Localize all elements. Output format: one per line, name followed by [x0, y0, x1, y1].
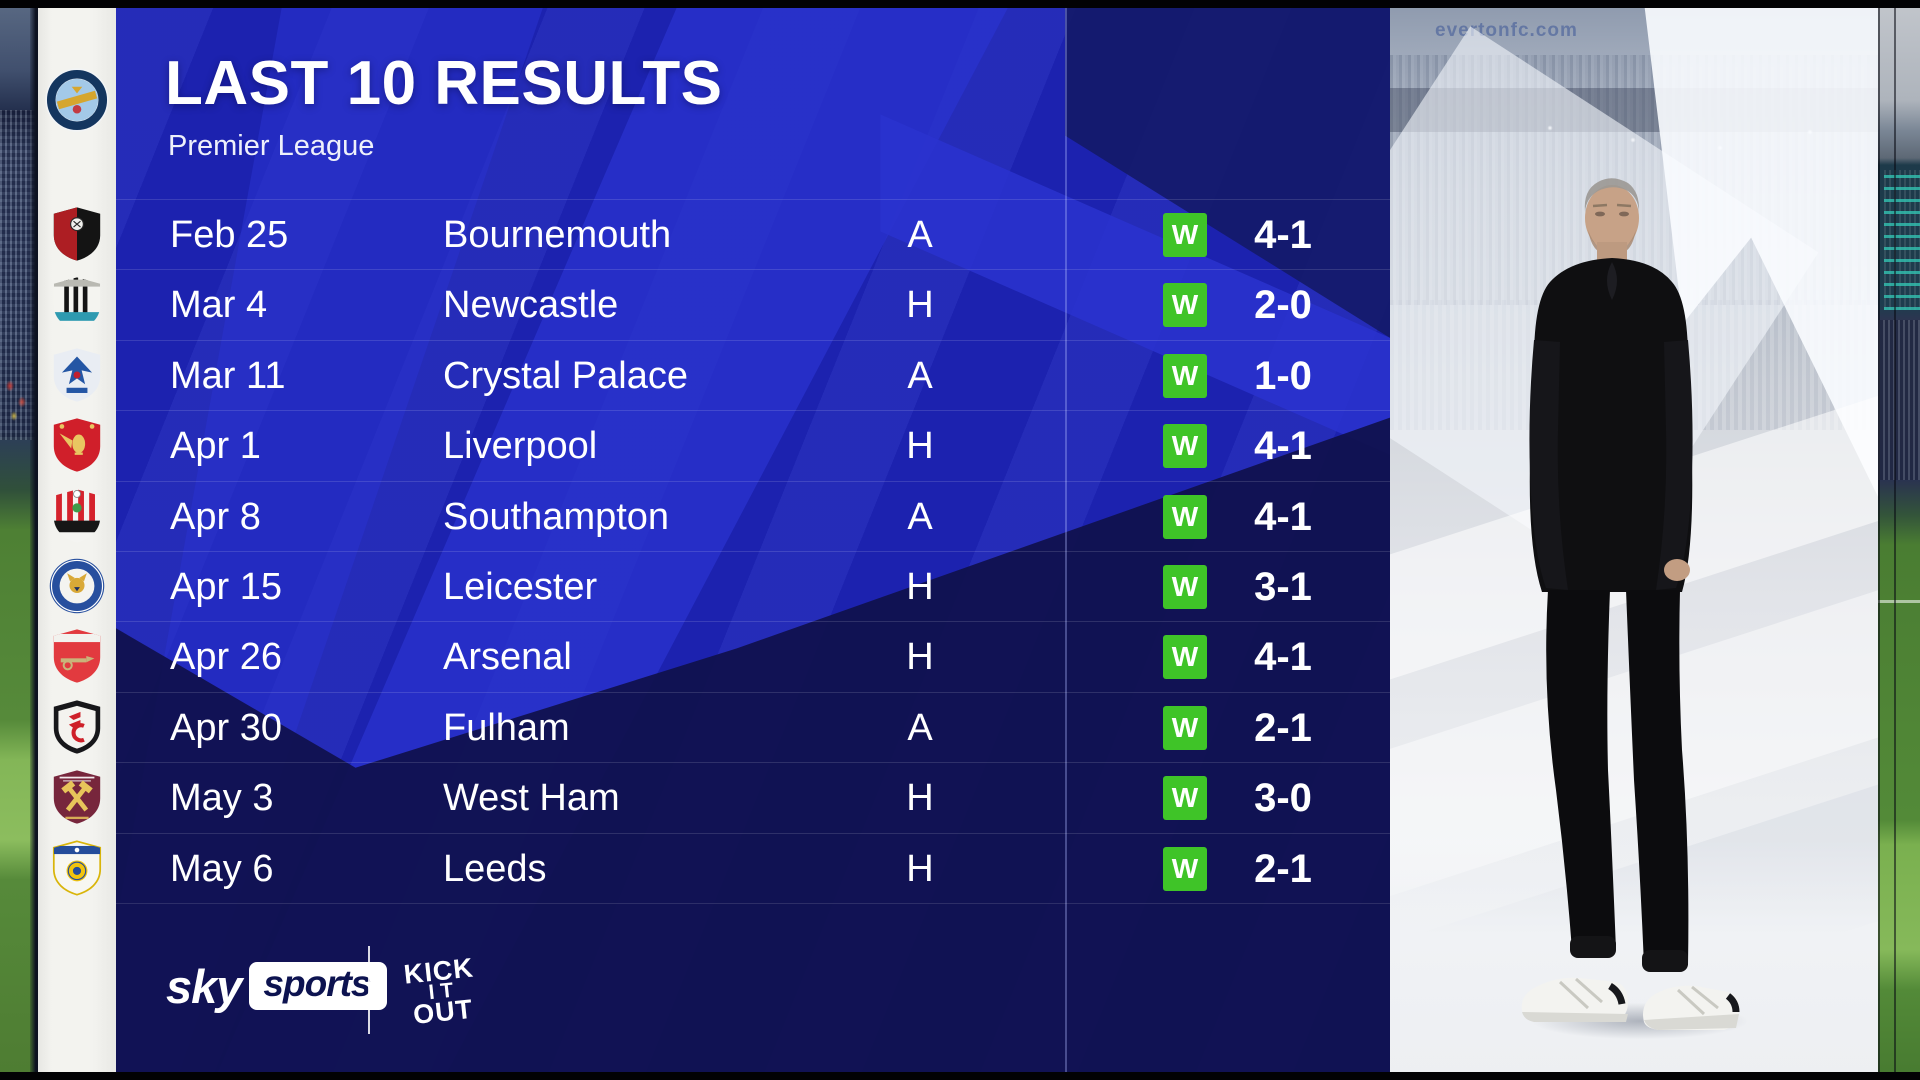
result-badge-win: W [1163, 635, 1207, 679]
match-opponent: Leeds [443, 847, 547, 890]
page-subtitle: Premier League [168, 130, 375, 162]
sky-sports-box: sports [249, 962, 387, 1010]
match-venue: A [907, 495, 933, 538]
match-opponent: Arsenal [443, 635, 572, 678]
match-opponent: Fulham [443, 706, 570, 749]
frame-edge-line [1894, 0, 1896, 1080]
match-date: Apr 8 [170, 495, 261, 538]
club-crest-man-city [44, 67, 110, 133]
sports-logo-text: sports [263, 963, 371, 1004]
match-score: 2-1 [1254, 705, 1312, 750]
result-badge-win: W [1163, 213, 1207, 257]
frame-bar-top [0, 0, 1920, 8]
match-venue: A [907, 213, 933, 256]
crowd-texture [1878, 320, 1920, 480]
studio-floor [1390, 840, 1878, 1080]
opponent-crest-liverpool [48, 416, 106, 474]
match-opponent: Leicester [443, 565, 598, 608]
match-date: Apr 26 [170, 635, 282, 678]
pitch-line [1878, 600, 1920, 603]
score-column-divider [1065, 8, 1067, 1072]
match-score: 4-1 [1254, 634, 1312, 679]
result-row: Mar 4 Newcastle H W 2-0 [116, 269, 1390, 340]
frame-edge-line [1878, 0, 1880, 1080]
opponent-crest-fulham [48, 698, 106, 756]
team-crest-sidebar [38, 8, 116, 1072]
opponent-crest-newcastle [48, 275, 106, 333]
opponent-crest-southampton [48, 487, 106, 545]
stewards-dots [2, 372, 32, 424]
result-row: Apr 1 Liverpool H W 4-1 [116, 410, 1390, 481]
match-date: Mar 4 [170, 283, 268, 326]
match-score: 2-1 [1254, 846, 1312, 891]
result-badge-win: W [1163, 424, 1207, 468]
match-score: 3-0 [1254, 775, 1312, 820]
match-date: Feb 25 [170, 213, 289, 256]
result-badge-win: W [1163, 565, 1207, 609]
match-venue: A [907, 354, 933, 397]
match-venue: H [906, 565, 934, 608]
result-badge-win: W [1163, 776, 1207, 820]
result-row: Apr 26 Arsenal H W 4-1 [116, 621, 1390, 692]
stadium-scoreboard-sliver [1884, 170, 1920, 310]
match-venue: H [906, 283, 934, 326]
result-row: Apr 30 Fulham A W 2-1 [116, 692, 1390, 763]
match-date: Apr 15 [170, 565, 282, 608]
match-score: 3-1 [1254, 564, 1312, 609]
opponent-crest-crystal-palace [48, 346, 106, 404]
result-row: Feb 25 Bournemouth A W 4-1 [116, 199, 1390, 270]
result-badge-win: W [1163, 283, 1207, 327]
match-opponent: Southampton [443, 495, 670, 538]
opponent-crest-bournemouth [48, 205, 106, 263]
match-opponent: Bournemouth [443, 213, 672, 256]
match-date: May 6 [170, 847, 274, 890]
opponent-crest-arsenal [48, 627, 106, 685]
result-row: Apr 8 Southampton A W 4-1 [116, 481, 1390, 552]
match-venue: H [906, 424, 934, 467]
match-score: 4-1 [1254, 494, 1312, 539]
result-badge-win: W [1163, 847, 1207, 891]
match-venue: H [906, 776, 934, 819]
match-venue: A [907, 706, 933, 749]
match-date: May 3 [170, 776, 274, 819]
match-score: 1-0 [1254, 353, 1312, 398]
match-date: Mar 11 [170, 354, 286, 397]
match-venue: H [906, 847, 934, 890]
match-opponent: West Ham [443, 776, 620, 819]
logo-divider-line [368, 946, 370, 1034]
match-score: 4-1 [1254, 212, 1312, 257]
match-opponent: Liverpool [443, 424, 598, 467]
manager-photo-pep-guardiola [1430, 130, 1790, 1060]
result-row: Apr 15 Leicester H W 3-1 [116, 551, 1390, 622]
kick-it-out-text: OUT [411, 994, 475, 1031]
page-title: LAST 10 RESULTS [165, 49, 723, 118]
row-separator [116, 903, 1390, 904]
match-score: 2-0 [1254, 282, 1312, 327]
opponent-crest-west-ham [48, 768, 106, 826]
sky-sports-logo: sky sports [166, 956, 387, 1016]
result-badge-win: W [1163, 495, 1207, 539]
stadium-photo-left-sliver [0, 0, 38, 1080]
opponent-crest-leeds [48, 839, 106, 897]
sky-logo-text: sky [166, 959, 242, 1013]
stadium-ad-text: evertonfc.com [1435, 20, 1578, 41]
match-score: 4-1 [1254, 423, 1312, 468]
opponent-crest-leicester [48, 557, 106, 615]
frame-edge-line [30, 0, 38, 1080]
frame-bar-bottom [0, 1072, 1920, 1080]
match-venue: H [906, 635, 934, 678]
result-row: May 6 Leeds H W 2-1 [116, 833, 1390, 904]
result-row: May 3 West Ham H W 3-0 [116, 762, 1390, 833]
stadium-photo-right-sliver [1878, 0, 1920, 1080]
result-row: Mar 11 Crystal Palace A W 1-0 [116, 340, 1390, 411]
match-date: Apr 30 [170, 706, 282, 749]
results-panel: LAST 10 RESULTS Premier League Feb 25 Bo… [116, 8, 1390, 1072]
match-opponent: Newcastle [443, 283, 619, 326]
result-badge-win: W [1163, 706, 1207, 750]
match-opponent: Crystal Palace [443, 354, 688, 397]
result-badge-win: W [1163, 354, 1207, 398]
match-date: Apr 1 [170, 424, 261, 467]
